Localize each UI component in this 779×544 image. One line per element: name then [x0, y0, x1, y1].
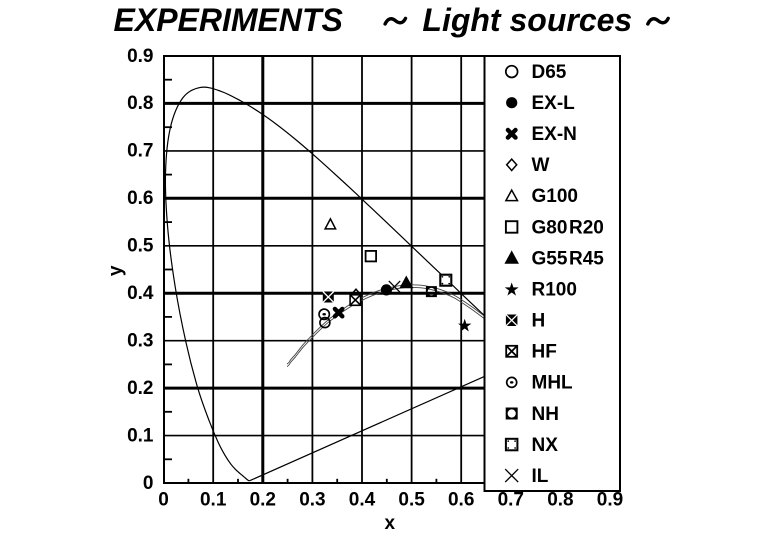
svg-text:0.6: 0.6: [127, 188, 153, 209]
svg-text:0.7: 0.7: [127, 141, 153, 162]
svg-text:y: y: [106, 265, 127, 276]
svg-text:0.4: 0.4: [127, 283, 154, 304]
svg-text:0.3: 0.3: [127, 331, 153, 352]
svg-text:0.5: 0.5: [398, 489, 425, 510]
svg-text:0.1: 0.1: [200, 489, 227, 510]
svg-text:NH: NH: [532, 404, 559, 425]
svg-text:D65: D65: [532, 62, 567, 83]
svg-text:EX-N: EX-N: [532, 124, 577, 145]
svg-text:0.8: 0.8: [547, 489, 573, 510]
svg-text:x: x: [385, 513, 396, 534]
svg-text:H: H: [532, 311, 546, 332]
svg-text:IL: IL: [532, 466, 549, 487]
svg-text:HF: HF: [532, 342, 557, 363]
svg-text:NX: NX: [532, 435, 559, 456]
svg-text:0.1: 0.1: [127, 425, 154, 446]
svg-text:G80 R20: G80 R20: [532, 217, 604, 238]
svg-text:0.2: 0.2: [127, 378, 153, 399]
svg-text:G100: G100: [532, 186, 578, 207]
svg-text:Light sources: Light sources: [422, 2, 632, 38]
svg-text:EX-L: EX-L: [532, 93, 576, 114]
svg-text:G55 R45: G55 R45: [532, 248, 605, 269]
svg-text:0.9: 0.9: [127, 46, 153, 67]
svg-text:0: 0: [158, 489, 169, 510]
svg-text:0.3: 0.3: [299, 489, 325, 510]
svg-text:0.7: 0.7: [498, 489, 524, 510]
svg-text:0.5: 0.5: [127, 236, 154, 257]
svg-text:0: 0: [143, 473, 154, 494]
svg-text:0.9: 0.9: [597, 489, 623, 510]
svg-text:0.6: 0.6: [448, 489, 474, 510]
svg-text:W: W: [532, 155, 550, 176]
svg-text:R100: R100: [532, 280, 577, 301]
svg-text:MHL: MHL: [532, 373, 574, 394]
svg-text:EXPERIMENTS: EXPERIMENTS: [114, 2, 344, 38]
svg-text:0.4: 0.4: [349, 489, 376, 510]
svg-text:0.8: 0.8: [127, 93, 153, 114]
svg-text:0.2: 0.2: [250, 489, 276, 510]
